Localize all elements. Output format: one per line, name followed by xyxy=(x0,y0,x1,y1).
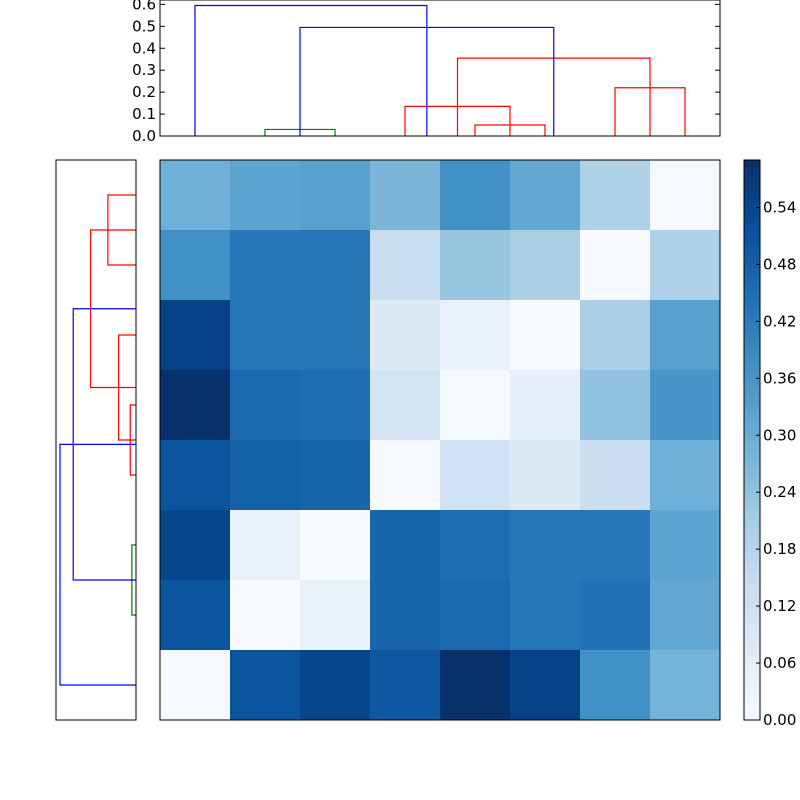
heatmap-cell-r2-c6 xyxy=(580,300,651,371)
top-dendrogram-link-6 xyxy=(194,4,428,136)
heatmap-cell-r0-c1 xyxy=(230,160,301,231)
top-dendrogram-ytick-label-2: 0.2 xyxy=(132,83,156,101)
colorbar-frame xyxy=(743,159,761,721)
heatmap-cell-r3-c4 xyxy=(440,370,511,441)
heatmap-cell-r0-c4 xyxy=(440,160,511,231)
heatmap-cell-r4-c4 xyxy=(440,440,511,511)
heatmap xyxy=(159,159,721,721)
heatmap-cell-r1-c4 xyxy=(440,230,511,301)
heatmap-cell-r7-c6 xyxy=(580,650,651,721)
heatmap-cell-r7-c4 xyxy=(440,650,511,721)
colorbar-gradient xyxy=(744,160,760,720)
heatmap-cell-r5-c4 xyxy=(440,510,511,581)
top-dendrogram-ytick-label-3: 0.3 xyxy=(132,61,156,79)
colorbar-tick-label-7: 0.42 xyxy=(763,312,796,330)
heatmap-cell-r2-c7 xyxy=(650,300,721,371)
heatmap-cell-r2-c4 xyxy=(440,300,511,371)
heatmap-cell-r6-c5 xyxy=(510,580,581,651)
left-dendrogram xyxy=(55,159,137,721)
colorbar-tick-label-5: 0.30 xyxy=(763,426,796,444)
top-dendrogram-ytick-label-1: 0.1 xyxy=(132,105,156,123)
colorbar-tick-label-1: 0.06 xyxy=(763,654,796,672)
heatmap-cell-r3-c0 xyxy=(160,370,231,441)
heatmap-cell-r3-c6 xyxy=(580,370,651,441)
heatmap-cell-r7-c3 xyxy=(370,650,441,721)
left-dendrogram-frame xyxy=(55,159,137,721)
heatmap-cell-r3-c1 xyxy=(230,370,301,441)
heatmap-cell-r4-c3 xyxy=(370,440,441,511)
heatmap-cell-r0-c0 xyxy=(160,160,231,231)
left-dendrogram-link-6 xyxy=(59,443,136,686)
top-dendrogram-ytick-label-6: 0.6 xyxy=(132,0,156,13)
heatmap-cell-r2-c5 xyxy=(510,300,581,371)
colorbar-tick-label-4: 0.24 xyxy=(763,483,796,501)
top-dendrogram-frame xyxy=(159,0,721,137)
heatmap-cell-r2-c1 xyxy=(230,300,301,371)
top-dendrogram-y-axis: 0.0 0.1 0.2 0.3 0.4 0.5 0.6 xyxy=(132,0,720,145)
top-dendrogram-ytick-label-0: 0.0 xyxy=(132,127,156,145)
heatmap-cell-r2-c0 xyxy=(160,300,231,371)
heatmap-cell-r7-c7 xyxy=(650,650,721,721)
heatmap-cell-r6-c0 xyxy=(160,580,231,651)
top-dendrogram-ytick-label-5: 0.5 xyxy=(132,17,156,35)
heatmap-cell-r7-c1 xyxy=(230,650,301,721)
colorbar-tick-label-8: 0.48 xyxy=(763,255,796,273)
heatmap-cell-r0-c7 xyxy=(650,160,721,231)
heatmap-cells xyxy=(160,160,721,721)
colorbar-tick-label-9: 0.54 xyxy=(763,198,796,216)
heatmap-cell-r4-c6 xyxy=(580,440,651,511)
heatmap-cell-r7-c2 xyxy=(300,650,371,721)
heatmap-cell-r0-c3 xyxy=(370,160,441,231)
heatmap-cell-r6-c6 xyxy=(580,580,651,651)
colorbar-tick-label-0: 0.00 xyxy=(763,711,796,729)
heatmap-cell-r5-c0 xyxy=(160,510,231,581)
left-dendrogram-links xyxy=(59,194,136,686)
heatmap-cell-r3-c3 xyxy=(370,370,441,441)
heatmap-cell-r4-c2 xyxy=(300,440,371,511)
colorbar: 0.00 0.06 0.12 0.18 0.24 0.30 0.36 0.42 0.48 0.54 xyxy=(743,159,796,729)
heatmap-cell-r4-c1 xyxy=(230,440,301,511)
top-dendrogram: 0.0 0.1 0.2 0.3 0.4 0.5 0.6 xyxy=(132,0,721,145)
colorbar-tick-label-3: 0.18 xyxy=(763,540,796,558)
heatmap-cell-r5-c6 xyxy=(580,510,651,581)
top-dendrogram-links xyxy=(194,4,686,136)
heatmap-cell-r1-c3 xyxy=(370,230,441,301)
heatmap-cell-r2-c2 xyxy=(300,300,371,371)
heatmap-cell-r7-c5 xyxy=(510,650,581,721)
heatmap-cell-r5-c2 xyxy=(300,510,371,581)
heatmap-cell-r3-c2 xyxy=(300,370,371,441)
heatmap-cell-r0-c5 xyxy=(510,160,581,231)
heatmap-cell-r1-c7 xyxy=(650,230,721,301)
colorbar-ticks: 0.00 0.06 0.12 0.18 0.24 0.30 0.36 0.42 0.48 0.54 xyxy=(756,198,796,729)
heatmap-cell-r3-c5 xyxy=(510,370,581,441)
heatmap-cell-r5-c3 xyxy=(370,510,441,581)
heatmap-cell-r1-c2 xyxy=(300,230,371,301)
heatmap-cell-r0-c2 xyxy=(300,160,371,231)
heatmap-cell-r1-c5 xyxy=(510,230,581,301)
heatmap-cell-r1-c0 xyxy=(160,230,231,301)
heatmap-cell-r5-c7 xyxy=(650,510,721,581)
heatmap-cell-r0-c6 xyxy=(580,160,651,231)
heatmap-cell-r6-c3 xyxy=(370,580,441,651)
heatmap-cell-r4-c0 xyxy=(160,440,231,511)
heatmap-cell-r2-c3 xyxy=(370,300,441,371)
colorbar-tick-label-2: 0.12 xyxy=(763,597,796,615)
heatmap-cell-r5-c1 xyxy=(230,510,301,581)
heatmap-cell-r6-c1 xyxy=(230,580,301,651)
heatmap-cell-r4-c7 xyxy=(650,440,721,511)
heatmap-cell-r6-c2 xyxy=(300,580,371,651)
heatmap-cell-r3-c7 xyxy=(650,370,721,441)
heatmap-frame xyxy=(159,159,721,721)
heatmap-cell-r4-c5 xyxy=(510,440,581,511)
colorbar-tick-label-6: 0.36 xyxy=(763,369,796,387)
heatmap-cell-r6-c7 xyxy=(650,580,721,651)
heatmap-cell-r7-c0 xyxy=(160,650,231,721)
heatmap-cell-r5-c5 xyxy=(510,510,581,581)
heatmap-cell-r1-c6 xyxy=(580,230,651,301)
heatmap-cell-r6-c4 xyxy=(440,580,511,651)
top-dendrogram-ytick-label-4: 0.4 xyxy=(132,39,156,57)
heatmap-cell-r1-c1 xyxy=(230,230,301,301)
